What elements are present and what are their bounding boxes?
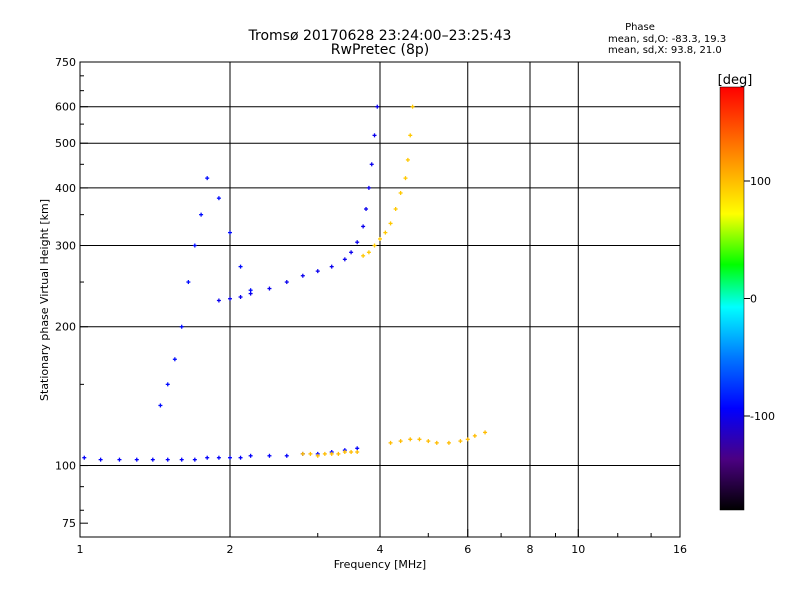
x-tick-label: 1 <box>77 543 84 556</box>
x-tick-label: 8 <box>527 543 534 556</box>
y-axis-label: Stationary phase Virtual Height [km] <box>38 199 51 401</box>
grid-lines <box>80 62 680 537</box>
y-tick-label: 500 <box>55 137 76 150</box>
y-tick-label: 200 <box>55 321 76 334</box>
phase-stats-o: mean, sd,O: -83.3, 19.3 <box>608 34 726 45</box>
x-axis-label: Frequency [MHz] <box>334 558 426 571</box>
data-points <box>82 104 488 462</box>
chart-subtitle: RwPretec (8p) <box>331 42 429 58</box>
colorbar <box>720 87 744 510</box>
colorbar-label: [deg] <box>718 73 753 88</box>
colorbar-ticks: 100 0 -100 <box>744 175 775 423</box>
y-tick-label: 400 <box>55 182 76 195</box>
x-tick-label: 6 <box>464 543 471 556</box>
x-tick-label: 10 <box>571 543 585 556</box>
x-tick-label: 4 <box>377 543 384 556</box>
phase-stats-title: Phase <box>625 22 655 33</box>
chart-title: Tromsø 20170628 23:24:00–23:25:43 <box>248 28 512 44</box>
x-tick-label: 2 <box>227 543 234 556</box>
colorbar-tick-label: 100 <box>750 175 771 188</box>
colorbar-tick-label: 0 <box>750 293 757 306</box>
phase-stats-x: mean, sd,X: 93.8, 21.0 <box>608 45 722 56</box>
y-tick-label: 300 <box>55 240 76 253</box>
y-tick-label: 600 <box>55 101 76 114</box>
y-axis-ticks: 75 100 200 300 400 500 600 750 <box>55 56 88 530</box>
y-tick-label: 750 <box>55 56 76 69</box>
y-tick-label: 100 <box>55 460 76 473</box>
y-tick-label: 75 <box>62 517 76 530</box>
x-tick-label: 16 <box>673 543 687 556</box>
colorbar-tick-label: -100 <box>750 410 775 423</box>
x-axis-ticks: 1 2 4 6 8 10 16 <box>77 529 687 556</box>
